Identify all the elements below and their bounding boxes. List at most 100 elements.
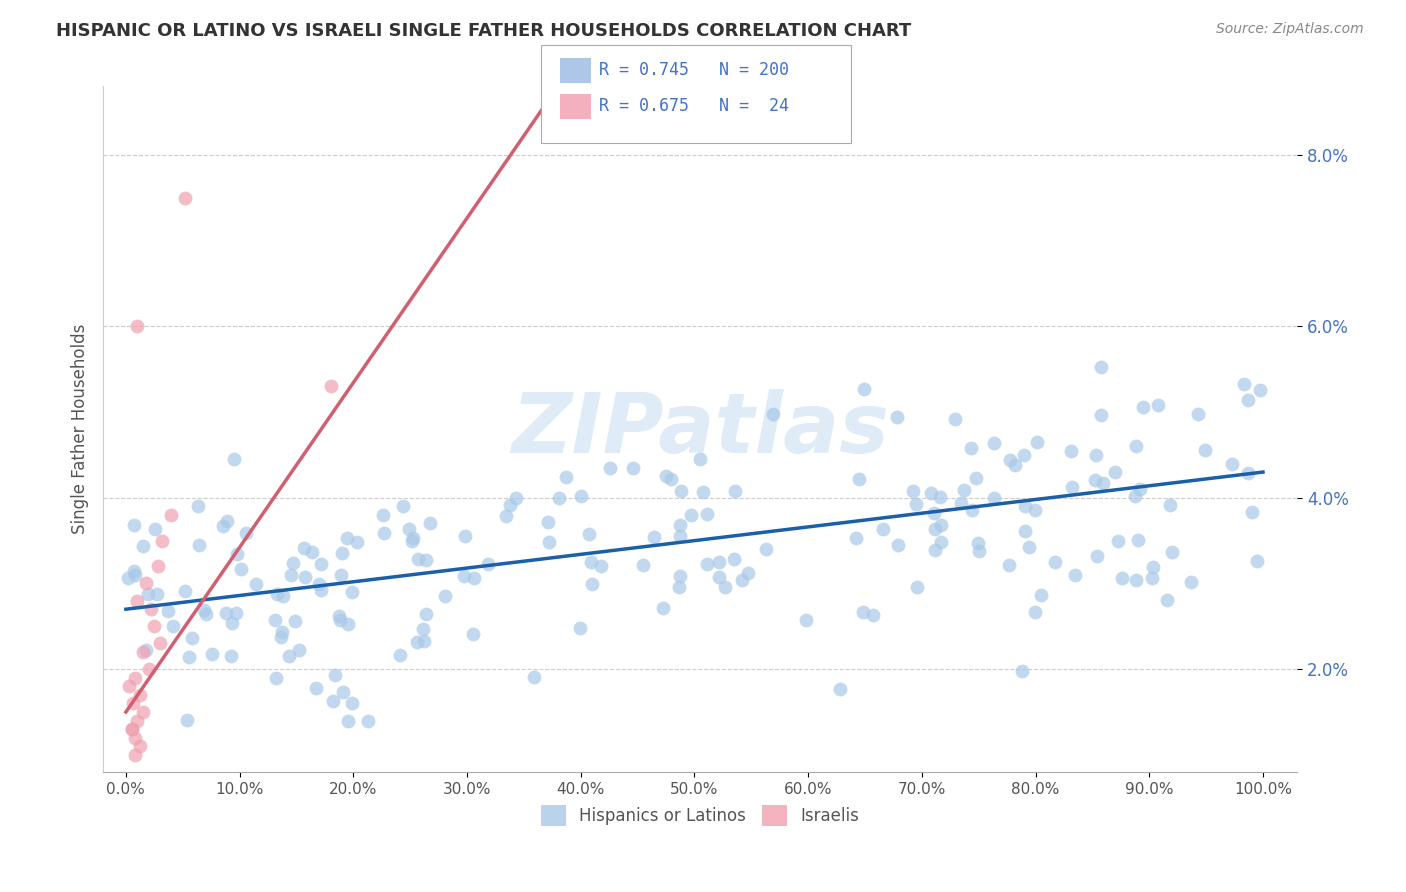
Point <box>1092 475 1115 490</box>
Point <box>406 551 429 566</box>
Point <box>1237 466 1260 480</box>
Text: R = 0.745   N = 200: R = 0.745 N = 200 <box>599 62 789 79</box>
Point <box>1125 573 1147 587</box>
Point <box>737 566 759 580</box>
Point <box>160 508 183 522</box>
Point <box>692 485 714 500</box>
Point <box>138 587 160 601</box>
Point <box>132 645 155 659</box>
Point <box>264 613 287 627</box>
Point <box>659 472 682 486</box>
Point <box>1085 549 1108 563</box>
Point <box>1084 448 1107 462</box>
Point <box>886 409 908 424</box>
Point <box>669 518 692 533</box>
Point <box>762 407 785 421</box>
Point <box>122 518 145 533</box>
Point <box>342 585 364 599</box>
Point <box>139 602 162 616</box>
Point <box>415 553 437 567</box>
Text: Source: ZipAtlas.com: Source: ZipAtlas.com <box>1216 22 1364 37</box>
Point <box>796 613 818 627</box>
Point <box>270 630 292 644</box>
Point <box>402 531 425 545</box>
Point <box>346 535 368 549</box>
Point <box>668 580 690 594</box>
Point <box>696 507 718 521</box>
Point <box>696 558 718 572</box>
Point <box>669 569 692 583</box>
Point <box>332 684 354 698</box>
Point <box>357 714 380 728</box>
Point <box>1004 458 1026 472</box>
Point <box>401 533 423 548</box>
Point <box>949 496 972 510</box>
Point <box>463 571 485 585</box>
Point <box>271 589 294 603</box>
Point <box>1180 575 1202 590</box>
Point <box>1140 571 1163 585</box>
Point <box>229 562 252 576</box>
Point <box>284 614 307 628</box>
Point <box>852 382 875 396</box>
Point <box>960 503 983 517</box>
Point <box>1233 376 1256 391</box>
Point <box>924 542 946 557</box>
Point <box>1236 393 1258 408</box>
Point <box>454 529 477 543</box>
Point <box>127 319 149 334</box>
Point <box>967 544 990 558</box>
Point <box>569 621 592 635</box>
Point <box>280 568 302 582</box>
Point <box>1160 545 1182 559</box>
Point <box>1060 444 1083 458</box>
Point <box>174 191 197 205</box>
Point <box>1142 560 1164 574</box>
Point <box>322 694 344 708</box>
Point <box>872 522 894 536</box>
Point <box>1126 533 1149 548</box>
Point <box>371 508 394 522</box>
Text: HISPANIC OR LATINO VS ISRAELI SINGLE FATHER HOUSEHOLDS CORRELATION CHART: HISPANIC OR LATINO VS ISRAELI SINGLE FAT… <box>56 22 911 40</box>
Point <box>225 547 247 561</box>
Point <box>731 573 754 587</box>
Point <box>1241 505 1264 519</box>
Point <box>340 696 363 710</box>
Point <box>453 569 475 583</box>
Point <box>523 669 546 683</box>
Point <box>309 583 332 598</box>
Point <box>1014 524 1036 538</box>
Point <box>124 564 146 578</box>
Point <box>1104 465 1126 479</box>
Text: ZIPatlas: ZIPatlas <box>512 389 889 470</box>
Point <box>150 533 173 548</box>
Point <box>1107 533 1129 548</box>
Point <box>828 681 851 696</box>
Point <box>1125 489 1147 503</box>
Point <box>714 580 737 594</box>
Point <box>162 619 184 633</box>
Point <box>127 714 149 728</box>
Point <box>121 722 143 736</box>
Point <box>266 586 288 600</box>
Point <box>929 518 952 533</box>
Point <box>177 650 200 665</box>
Point <box>755 542 778 557</box>
Point <box>1132 400 1154 414</box>
Point <box>689 451 711 466</box>
Point <box>391 499 413 513</box>
Point <box>1024 503 1046 517</box>
Point <box>201 648 224 662</box>
Point <box>983 491 1005 505</box>
Point <box>1062 481 1084 495</box>
Point <box>319 379 342 393</box>
Point <box>554 469 576 483</box>
Text: R = 0.675   N =  24: R = 0.675 N = 24 <box>599 97 789 115</box>
Point <box>156 604 179 618</box>
Y-axis label: Single Father Households: Single Father Households <box>72 324 89 534</box>
Point <box>621 461 644 475</box>
Point <box>146 587 169 601</box>
Point <box>128 688 150 702</box>
Point <box>952 483 974 497</box>
Point <box>498 498 520 512</box>
